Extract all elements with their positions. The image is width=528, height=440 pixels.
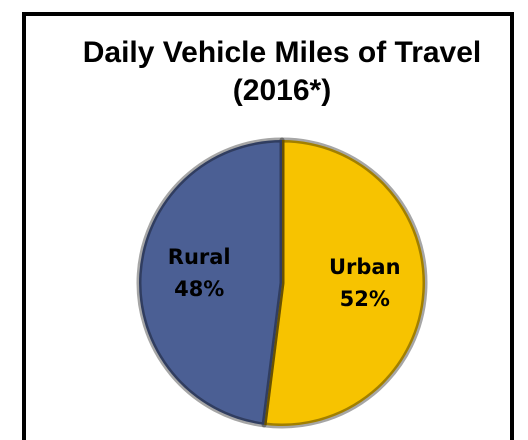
slice-value-label: 48%	[174, 277, 224, 301]
pie-slice	[136, 137, 285, 428]
slice-category-label: Rural	[168, 245, 231, 269]
pie-slice	[261, 137, 428, 429]
chart-title: Daily Vehicle Miles of Travel (2016*)	[82, 36, 482, 107]
slice-category-label: Urban	[329, 255, 401, 279]
slice-value-label: 52%	[340, 287, 390, 311]
